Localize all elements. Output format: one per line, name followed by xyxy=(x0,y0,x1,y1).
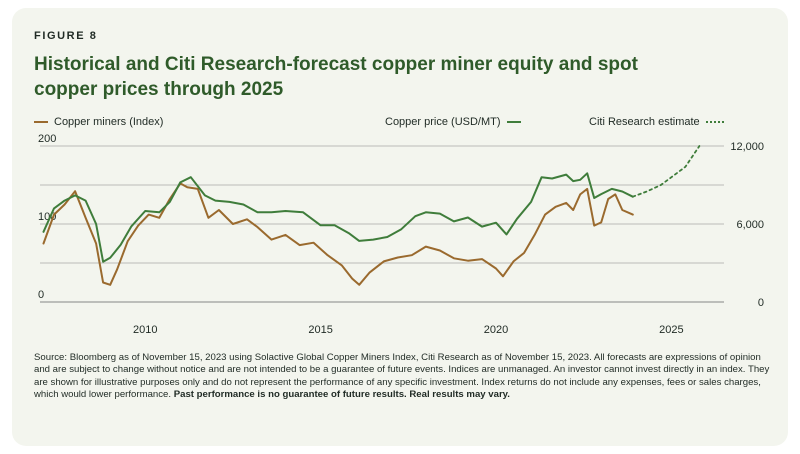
legend-miners-swatch xyxy=(34,121,48,124)
y-right-tick-label: 6,000 xyxy=(736,219,764,231)
y-right-tick-label: 12,000 xyxy=(730,141,764,153)
y-right-tick-label: 0 xyxy=(758,297,764,309)
series-line-copper xyxy=(42,172,634,263)
legend-copper-swatch xyxy=(506,121,521,124)
x-tick-label: 2010 xyxy=(133,324,157,336)
series-line-miners xyxy=(42,182,634,286)
series-line-estimate xyxy=(631,145,701,198)
chart-title: Historical and Citi Research-forecast co… xyxy=(34,54,638,100)
x-tick-label: 2020 xyxy=(484,324,508,336)
grid-layer xyxy=(40,145,724,303)
figure-label: FIGURE 8 xyxy=(34,30,98,42)
legend-estimate-swatch xyxy=(705,121,724,124)
series-layer xyxy=(42,145,701,286)
source-disclaimer: Past performance is no guarantee of futu… xyxy=(173,389,510,401)
legend-miners-label: Copper miners (Index) xyxy=(54,116,164,128)
legend-estimate: Citi Research estimate xyxy=(589,116,724,128)
y-left-tick-label: 0 xyxy=(38,289,44,301)
source-note: Source: Bloomberg as of November 15, 202… xyxy=(34,352,772,402)
legend-estimate-label: Citi Research estimate xyxy=(589,116,700,128)
y-left-tick-label: 200 xyxy=(38,133,56,145)
legend-miners: Copper miners (Index) xyxy=(34,116,163,128)
figure-card xyxy=(12,8,788,446)
legend-copper: Copper price (USD/MT) xyxy=(385,116,521,128)
x-tick-label: 2025 xyxy=(659,324,683,336)
legend-copper-label: Copper price (USD/MT) xyxy=(385,116,501,128)
source-text: Source: Bloomberg as of November 15, 202… xyxy=(34,352,770,401)
x-tick-label: 2015 xyxy=(308,324,332,336)
